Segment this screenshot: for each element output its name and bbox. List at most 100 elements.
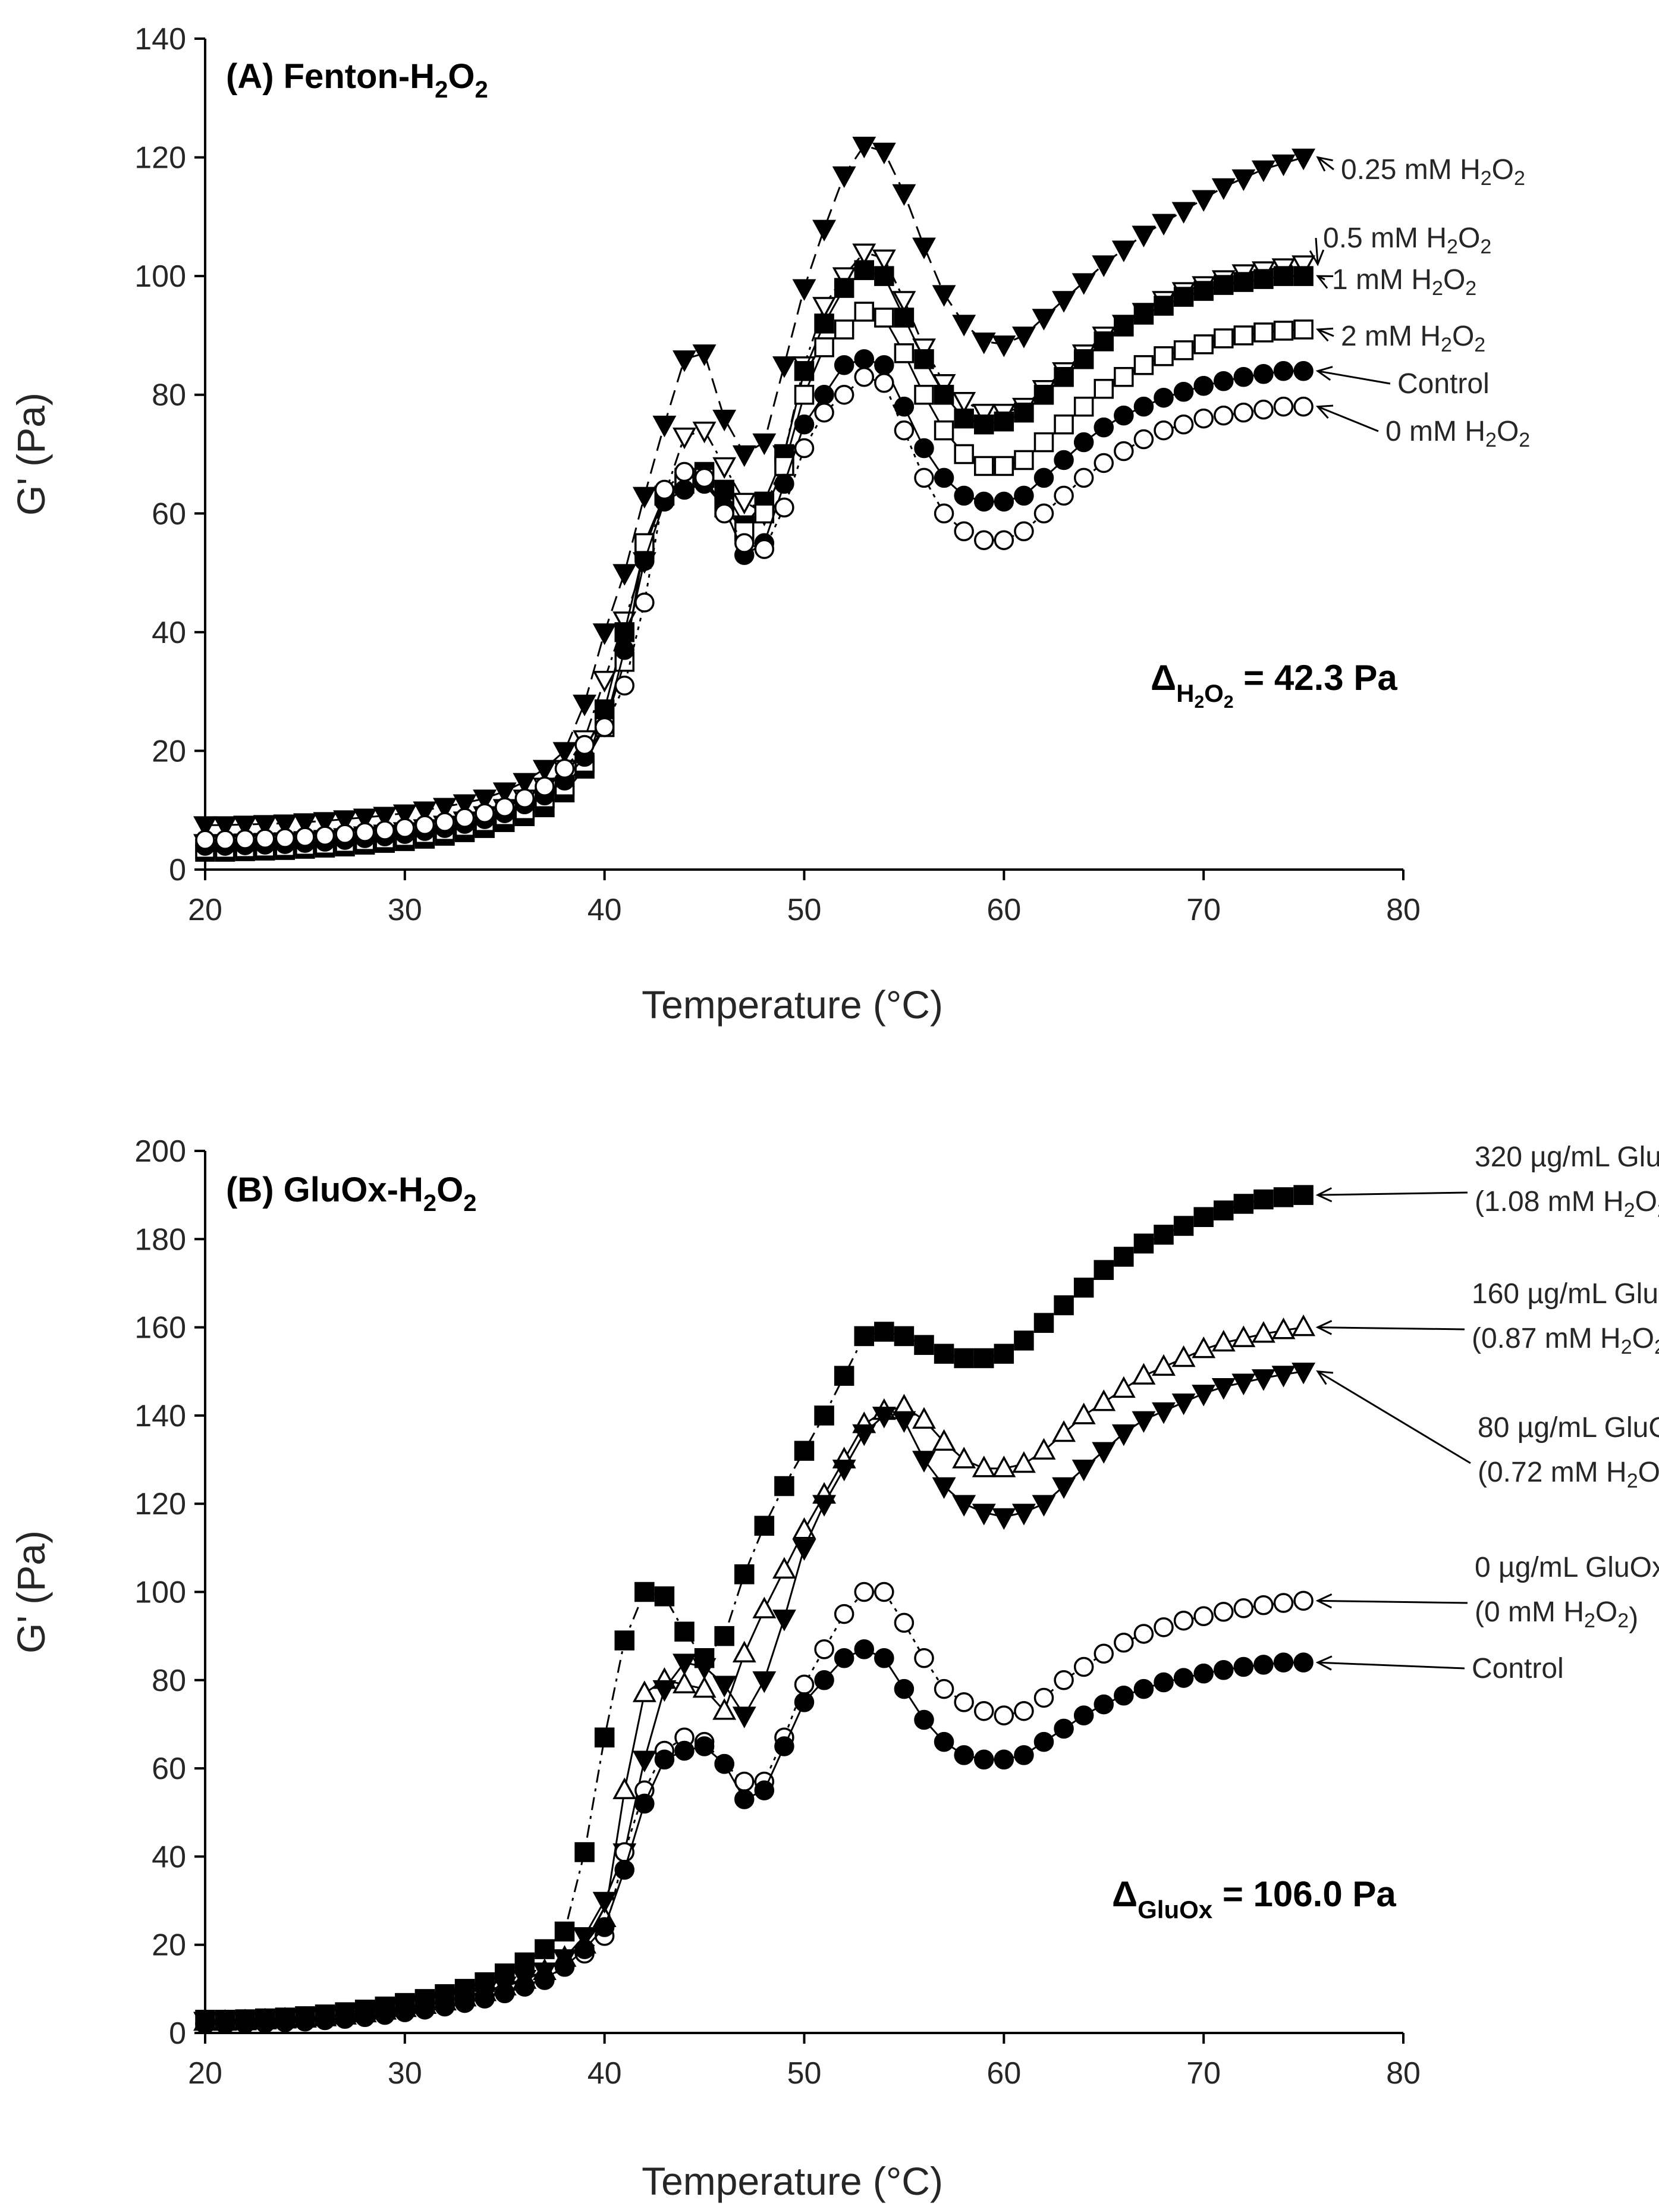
panel-b-data-point (714, 1626, 734, 1646)
panel-a-data-point (333, 810, 357, 832)
panel-a-series-label: 2 mM H2O2 (1341, 321, 1485, 356)
panel-a-label-arrowhead (1315, 366, 1333, 381)
panel-a-data-point (994, 456, 1014, 476)
panel-a-data-point (814, 384, 834, 405)
panel-a-data-point (674, 479, 695, 500)
panel-a-data-point (794, 361, 815, 381)
panel-a-data-point (1133, 429, 1154, 450)
panel-b-title: (B) GluOx-H2O2 (226, 1171, 476, 1216)
panel-a-data-point (614, 640, 634, 660)
panel-a-data-point (1292, 255, 1316, 277)
panel-b-data-point (1052, 1420, 1076, 1442)
panel-a-data-point (692, 421, 717, 444)
panel-b-data-point (1271, 1317, 1296, 1339)
panel-a-data-point (994, 491, 1014, 512)
panel-a-data-point (1293, 266, 1314, 286)
panel-a-data-point (1293, 319, 1314, 340)
panel-b-label-arrow (1318, 1326, 1465, 1331)
panel-a-data-point (433, 798, 457, 820)
panel-a-data-point (1014, 402, 1034, 423)
panel-a-y-tick-label: 120 (134, 141, 186, 175)
panel-a-series-line (205, 376, 1304, 841)
panel-b-data-point (872, 1407, 896, 1429)
panel-a-data-point (413, 801, 437, 823)
panel-a-data-point (1253, 399, 1274, 420)
panel-a-data-point (1114, 316, 1134, 337)
panel-a-data-point (1253, 364, 1274, 384)
panel-b-data-point (912, 1451, 936, 1473)
panel-a-label-arrowhead (1315, 275, 1334, 289)
panel-a-data-point (1154, 387, 1174, 408)
panel-b-data-point (1293, 1185, 1314, 1205)
panel-a-data-point (612, 611, 637, 633)
panel-a-data-point (1192, 190, 1216, 212)
panel-a-label-arrowhead (1309, 249, 1325, 266)
panel-b-data-point (1273, 1593, 1294, 1613)
panel-b-label-arrow (1318, 1191, 1468, 1196)
panel-a-data-point (1032, 309, 1056, 331)
panel-a-data-point (592, 623, 617, 645)
panel-a-data-point (714, 479, 734, 500)
panel-a-data-point (193, 816, 217, 838)
panel-a-data-point (932, 285, 956, 307)
panel-b-data-point (1193, 1663, 1214, 1684)
panel-b-x-axis-label: Temperature (°C) (642, 2159, 943, 2203)
panel-a-data-point (634, 592, 655, 613)
panel-b-series-label-line: 160 µg/mL GluOx (1472, 1278, 1659, 1310)
panel-a-data-point (1214, 328, 1234, 349)
panel-a-data-point (954, 521, 974, 541)
panel-a-series-label-line: 0 mM H2O2 (1385, 416, 1530, 451)
panel-b-series-3 (195, 1582, 1468, 2034)
panel-a-y-axis-label: G' (Pa) (9, 393, 53, 516)
panel-b-data-point (1114, 1247, 1134, 1267)
panel-a-data-point (692, 344, 717, 366)
panel-b-data-point (594, 1727, 615, 1747)
panel-a-data-point (233, 815, 257, 837)
panel-b-data-point (1032, 1495, 1056, 1517)
panel-a-data-point (894, 308, 915, 328)
panel-b-y-tick-label: 80 (152, 1664, 186, 1698)
panel-b-data-point (752, 1671, 777, 1693)
panel-a-data-point (1193, 375, 1214, 396)
panel-a-data-point (752, 433, 777, 456)
panel-a-label-arrow (1317, 156, 1334, 171)
panel-a-data-point (375, 820, 395, 840)
panel-b-data-point (792, 1539, 816, 1561)
panel-a-data-point (215, 830, 235, 850)
panel-a-y-tick-label: 100 (134, 259, 186, 294)
panel-a-x-tick-label: 50 (787, 893, 822, 927)
panel-a-data-point (1193, 408, 1214, 429)
panel-b-data-point (712, 1698, 737, 1720)
panel-b-x-tick-label: 30 (388, 2056, 422, 2091)
panel-a-data-point (952, 391, 976, 414)
panel-a-data-point (834, 384, 854, 405)
panel-a-data-point (854, 349, 874, 369)
panel-b-data-point (1054, 1718, 1074, 1739)
panel-b-data-point (395, 2001, 415, 2022)
panel-a-data-point (1173, 287, 1194, 307)
panel-a-data-point (1014, 521, 1034, 541)
panel-b-data-point (734, 1564, 755, 1585)
panel-a-x-tick-label: 20 (188, 893, 222, 927)
panel-a-y-tick-label: 40 (152, 616, 186, 650)
panel-a-data-point (994, 530, 1014, 550)
panel-b-data-point (1251, 1369, 1275, 1391)
panel-b-label-arrowhead (1316, 1370, 1334, 1385)
panel-b-data-point (1192, 1385, 1216, 1407)
panel-a-series-3 (195, 302, 1334, 859)
panel-a-data-point (872, 142, 896, 165)
panel-a-data-point (1273, 321, 1294, 341)
panel-a-data-point (1011, 327, 1036, 349)
panel-b-data-point (1173, 1610, 1194, 1631)
panel-b-x-tick-label: 70 (1186, 2056, 1221, 2091)
panel-a-data-point (874, 373, 894, 393)
panel-a-data-point (814, 313, 834, 334)
panel-b-data-point (692, 1676, 717, 1698)
panel-a-data-point (1133, 305, 1154, 325)
panel-b-data-point (994, 1705, 1014, 1725)
panel-b-data-point (1271, 1366, 1296, 1388)
panel-b-data-point (734, 1789, 755, 1809)
panel-a-data-point (414, 815, 435, 835)
panel-b-data-point (1154, 1225, 1174, 1245)
panel-b-data-point (1273, 1652, 1294, 1673)
